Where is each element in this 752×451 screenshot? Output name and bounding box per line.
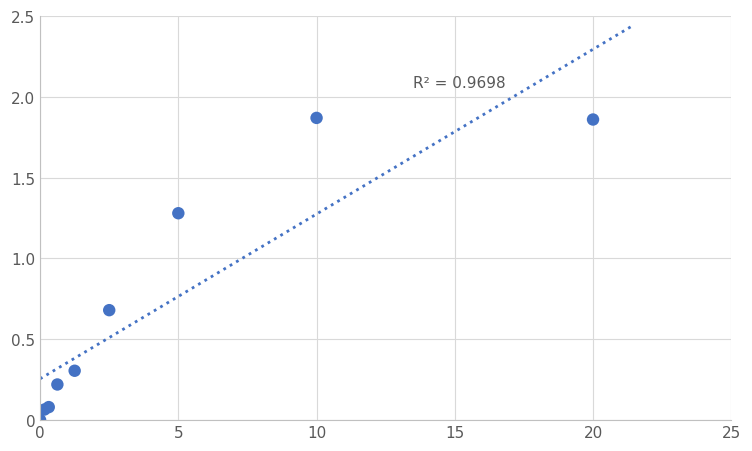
Point bbox=[172, 210, 184, 217]
Point bbox=[38, 406, 50, 413]
Point bbox=[68, 367, 80, 374]
Point bbox=[311, 115, 323, 122]
Point bbox=[34, 416, 46, 423]
Text: R² = 0.9698: R² = 0.9698 bbox=[414, 76, 506, 91]
Point bbox=[43, 404, 55, 411]
Point bbox=[587, 117, 599, 124]
Point bbox=[51, 381, 63, 388]
Point bbox=[103, 307, 115, 314]
